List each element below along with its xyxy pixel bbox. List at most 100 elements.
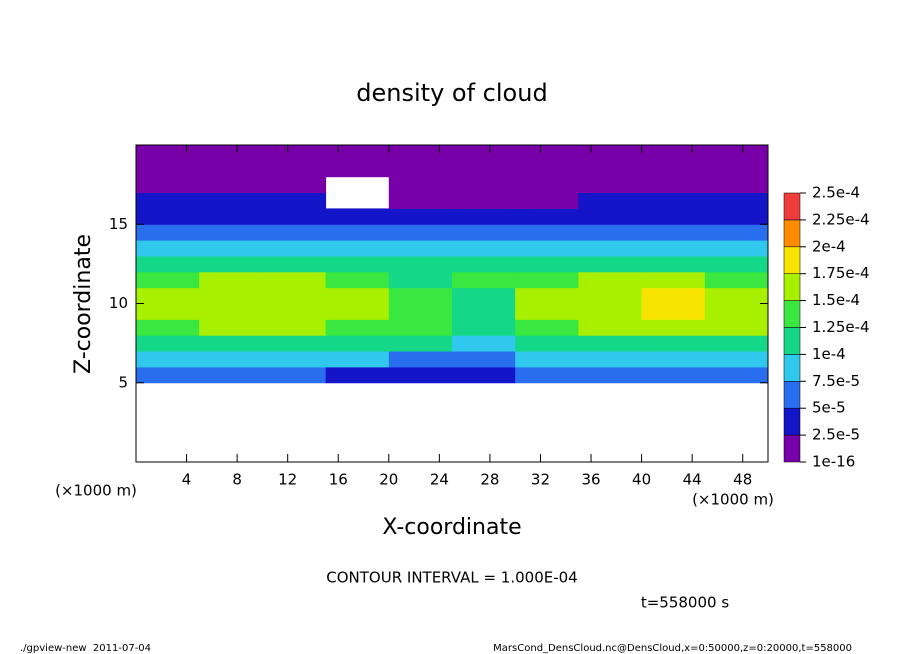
cell [452, 366, 516, 384]
cell [325, 240, 390, 257]
cell [641, 145, 706, 162]
contour-note: CONTOUR INTERVAL = 1.000E-04 [326, 569, 577, 587]
cell [136, 240, 200, 257]
cell [388, 271, 453, 289]
x-tick-label: 4 [182, 471, 192, 489]
colorbar-label: 1.75e-4 [812, 264, 870, 282]
cell [704, 319, 769, 336]
cell [325, 208, 390, 225]
cell [704, 145, 769, 162]
cell [262, 366, 327, 384]
x-tick-label: 8 [232, 471, 242, 489]
chart-title: density of cloud [356, 79, 547, 107]
cell [388, 240, 453, 257]
cell [199, 303, 263, 320]
cell [578, 271, 643, 289]
colorbar-label: 2.25e-4 [812, 210, 870, 228]
cell [704, 224, 769, 241]
cell [136, 335, 200, 352]
colorbar-band [783, 246, 801, 274]
y-unit: (×1000 m) [55, 482, 137, 500]
cell [262, 240, 327, 257]
cell [262, 145, 327, 162]
colorbar-label: 1.5e-4 [812, 291, 860, 309]
cell [641, 176, 706, 194]
colorbar-band [783, 407, 801, 436]
colorbar-band [783, 219, 801, 248]
cell [136, 319, 200, 336]
cell [515, 145, 579, 162]
cell [388, 366, 453, 384]
cell [641, 351, 706, 368]
cell [641, 255, 706, 273]
cell [704, 287, 769, 304]
colorbar-label: 1.25e-4 [812, 318, 870, 336]
cell [199, 176, 263, 194]
cell [641, 160, 706, 178]
time-note: t=558000 s [641, 594, 729, 612]
cell [136, 271, 200, 289]
colorbar-label: 2e-4 [812, 237, 846, 255]
colorbar-label: 1e-16 [812, 453, 855, 471]
cell [262, 351, 327, 368]
cell [388, 160, 453, 178]
cell [515, 192, 579, 209]
cell [388, 351, 453, 368]
cell [262, 271, 327, 289]
cell [388, 335, 453, 352]
cell [452, 145, 516, 162]
colorbar-band [783, 354, 801, 382]
cell [641, 271, 706, 289]
cell [325, 366, 390, 384]
cell [136, 160, 200, 178]
cell [199, 255, 263, 273]
cell [452, 176, 516, 194]
cell [325, 319, 390, 336]
cell [199, 192, 263, 209]
cell [136, 192, 200, 209]
cell [262, 335, 327, 352]
cell [199, 240, 263, 257]
cell [578, 160, 643, 178]
cell [262, 176, 327, 194]
cell [515, 176, 579, 194]
cell [515, 255, 579, 273]
x-tick-label: 36 [581, 471, 600, 489]
cell [199, 351, 263, 368]
cell [199, 208, 263, 225]
cell [704, 271, 769, 289]
cell [136, 303, 200, 320]
y-axis-label: Z-coordinate [71, 234, 96, 374]
y-tick-label: 10 [109, 294, 128, 312]
cell [641, 192, 706, 209]
cell [325, 145, 390, 162]
cell [262, 255, 327, 273]
cell [388, 192, 453, 209]
cell [641, 319, 706, 336]
x-tick-label: 12 [278, 471, 297, 489]
cell [515, 303, 579, 320]
cell [262, 287, 327, 304]
cell [515, 351, 579, 368]
cell [578, 192, 643, 209]
cell [325, 271, 390, 289]
cell [641, 224, 706, 241]
y-tick-label: 15 [109, 215, 128, 233]
cell [199, 224, 263, 241]
cell [452, 160, 516, 178]
cell [136, 208, 200, 225]
cell [704, 160, 769, 178]
cell [136, 145, 200, 162]
cell [388, 176, 453, 194]
colorbar-band [783, 192, 801, 221]
cell [136, 366, 200, 384]
cell [452, 224, 516, 241]
cell [578, 145, 643, 162]
cell [388, 319, 453, 336]
colorbar-band [783, 381, 801, 409]
cell [515, 287, 579, 304]
cell [704, 335, 769, 352]
cell [199, 335, 263, 352]
colorbar-label: 5e-5 [812, 399, 846, 417]
